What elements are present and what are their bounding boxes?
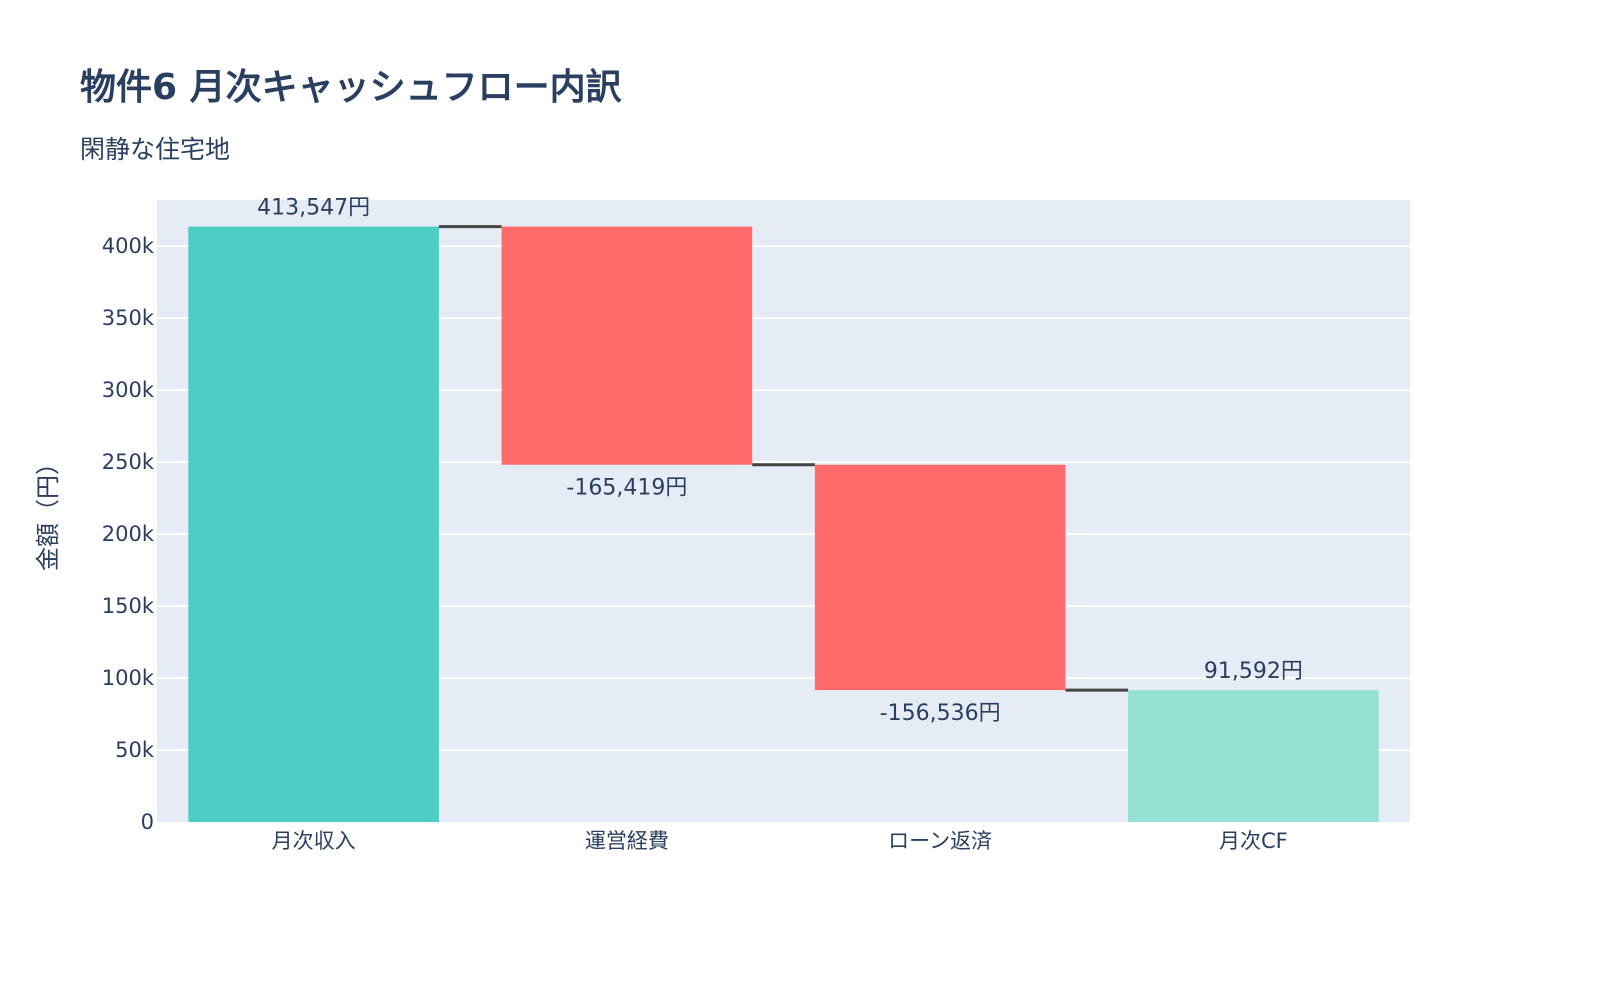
y-tick-label: 0	[141, 810, 154, 834]
bar-0	[188, 226, 439, 822]
y-tick-label: 250k	[102, 450, 155, 474]
y-tick-label: 300k	[102, 378, 155, 402]
y-tick-label: 150k	[102, 594, 155, 618]
x-tick-label: 月次CF	[1219, 829, 1288, 853]
data-label: -156,536円	[880, 701, 1001, 726]
data-label: -165,419円	[566, 476, 687, 501]
x-tick-label: 運営経費	[585, 829, 669, 853]
chart-subtitle: 閑静な住宅地	[80, 135, 231, 164]
y-tick-label: 100k	[102, 666, 155, 690]
x-tick-label: 月次収入	[272, 829, 356, 853]
data-label: 91,592円	[1204, 659, 1303, 684]
y-tick-label: 350k	[102, 306, 155, 330]
y-tick-label: 400k	[102, 234, 155, 258]
data-label: 413,547円	[257, 196, 370, 221]
bar-1	[501, 226, 753, 465]
bar-2	[814, 464, 1066, 691]
y-tick-label: 50k	[115, 738, 155, 762]
x-tick-label: ローン返済	[888, 829, 992, 853]
y-tick-label: 200k	[102, 522, 155, 546]
chart-title: 物件6 月次キャッシュフロー内訳	[80, 67, 622, 108]
bar-3	[1128, 690, 1379, 822]
y-axis-title: 金額（円）	[34, 451, 62, 571]
